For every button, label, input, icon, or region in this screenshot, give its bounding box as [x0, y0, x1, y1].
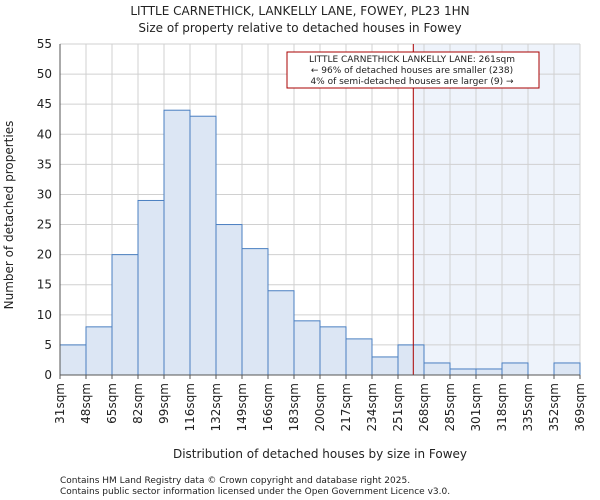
- histogram-bar: [241, 248, 269, 376]
- x-tick-label: 234sqm: [365, 383, 379, 431]
- y-tick-label: 35: [37, 157, 52, 171]
- x-tick-label: 335sqm: [521, 383, 535, 431]
- x-tick-label: 48sqm: [79, 383, 93, 424]
- x-tick-label: 116sqm: [183, 383, 197, 431]
- footer-line-1: Contains HM Land Registry data © Crown c…: [60, 476, 410, 486]
- highlight-region: [413, 44, 580, 375]
- footer-line-2: Contains public sector information licen…: [60, 487, 450, 497]
- x-tick-label: 352sqm: [547, 383, 561, 431]
- x-tick-label: 31sqm: [53, 383, 67, 424]
- histogram-bar: [501, 362, 529, 376]
- x-tick-label: 318sqm: [495, 383, 509, 431]
- histogram-bar: [267, 290, 295, 376]
- x-tick-label: 369sqm: [573, 383, 587, 431]
- x-tick-label: 132sqm: [209, 383, 223, 431]
- x-tick-label: 251sqm: [391, 383, 405, 431]
- x-tick-label: 166sqm: [261, 383, 275, 431]
- x-tick-label: 99sqm: [157, 383, 171, 424]
- histogram-bar: [371, 356, 399, 376]
- y-tick-label: 5: [44, 338, 52, 352]
- y-tick-label: 45: [37, 97, 52, 111]
- y-tick-label: 15: [37, 278, 52, 292]
- chart-subtitle: Size of property relative to detached ho…: [138, 21, 461, 35]
- annotation-line-3: 4% of semi-detached houses are larger (9…: [310, 77, 514, 87]
- x-tick-label: 200sqm: [313, 383, 327, 431]
- x-tick-label: 82sqm: [131, 383, 145, 424]
- x-tick-label: 268sqm: [417, 383, 431, 431]
- histogram-bar: [475, 368, 503, 376]
- histogram-bar: [111, 254, 139, 376]
- histogram-bar: [553, 362, 581, 376]
- annotation-box: LITTLE CARNETHICK LANKELLY LANE: 261sqm …: [286, 51, 540, 89]
- plot-area: 0 5 10 15 20 25 30 35 40 45 50 55 31sqm 48sqm 65sqm 82s…: [37, 37, 587, 431]
- histogram-bar: [345, 338, 373, 376]
- chart-title: LITTLE CARNETHICK, LANKELLY LANE, FOWEY,…: [130, 4, 469, 18]
- y-tick-label: 40: [37, 127, 52, 141]
- x-tick-label: 183sqm: [287, 383, 301, 431]
- annotation-line-2: ← 96% of detached houses are smaller (23…: [311, 66, 513, 76]
- x-tick-label: 149sqm: [235, 383, 249, 431]
- x-tick-label: 217sqm: [339, 383, 353, 431]
- histogram-bar: [293, 320, 321, 376]
- y-axis-label: Number of detached properties: [2, 121, 16, 310]
- histogram-bar: [319, 326, 347, 376]
- x-tick-label: 301sqm: [469, 383, 483, 431]
- y-tick-label: 20: [37, 248, 52, 262]
- annotation-line-1: LITTLE CARNETHICK LANKELLY LANE: 261sqm: [309, 55, 515, 65]
- histogram-bar: [163, 109, 191, 376]
- histogram-bar: [215, 224, 243, 376]
- histogram-bar: [59, 344, 87, 376]
- histogram-bar: [449, 368, 477, 376]
- y-tick-label: 50: [37, 67, 52, 81]
- x-tick-label: 285sqm: [443, 383, 457, 431]
- histogram-bar: [85, 326, 113, 376]
- histogram-bar: [397, 344, 425, 376]
- y-tick-label: 0: [44, 368, 52, 382]
- y-tick-label: 25: [37, 218, 52, 232]
- y-tick-label: 30: [37, 187, 52, 201]
- x-axis-label: Distribution of detached houses by size …: [173, 447, 467, 461]
- histogram-bar: [137, 199, 165, 376]
- x-tick-label: 65sqm: [105, 383, 119, 424]
- y-tick-label: 55: [37, 37, 52, 51]
- histogram-bar: [189, 115, 217, 376]
- y-tick-label: 10: [37, 308, 52, 322]
- histogram-bar: [423, 362, 451, 376]
